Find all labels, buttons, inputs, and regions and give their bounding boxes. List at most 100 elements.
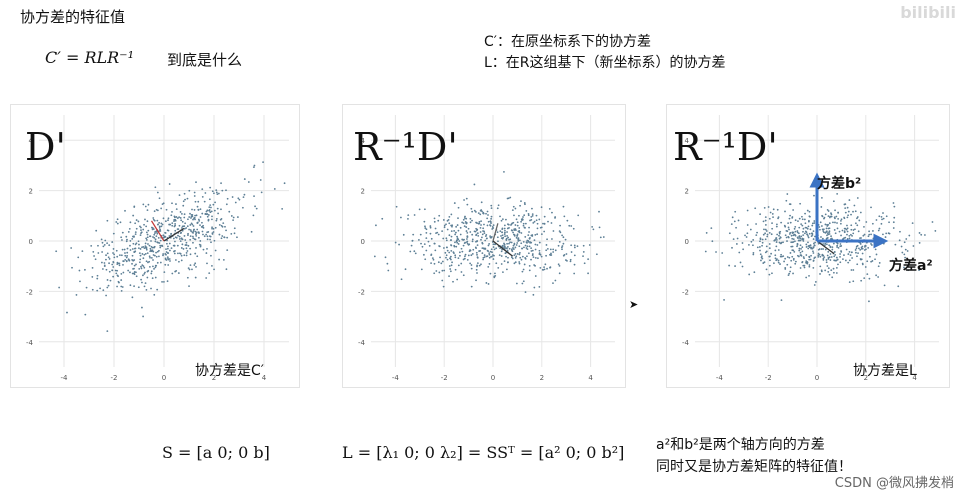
scatter-point [197,200,200,203]
scatter-point [131,248,134,250]
scatter-point [152,218,155,221]
scatter-point [480,224,482,226]
scatter-point [148,255,151,258]
scatter-point [827,270,830,273]
scatter-point [133,285,135,288]
axis-a-label: 方差a² [889,258,933,274]
scatter-point [738,251,741,254]
scatter-point [832,242,835,245]
scatter-point [108,258,111,260]
scatter-point [570,251,573,253]
scatter-panel-rotated: -4 4 -2 2 0 0 2 -2 4 -4 R⁻¹D' [342,104,626,388]
scatter-point [232,219,234,222]
scatter-point [847,253,850,255]
x-tick-label: 0 [491,374,495,382]
scatter-point [238,198,241,201]
scatter-point [513,254,516,257]
scatter-point [791,245,794,248]
scatter-point [158,255,160,258]
scatter-point [471,240,474,243]
scatter-point [140,278,143,281]
scatter-point [209,186,212,189]
scatter-point [146,209,149,212]
scatter-point [504,247,507,249]
scatter-point [444,251,447,254]
scatter-point [185,227,188,229]
scatter-point [91,276,94,278]
scatter-point [216,193,219,196]
scatter-point [804,222,807,225]
scatter-point [156,288,159,291]
scatter-point [513,234,516,236]
scatter-point [489,224,491,226]
scatter-point [503,260,506,263]
scatter-point [174,259,177,261]
scatter-point [557,244,560,247]
scatter-point [540,226,543,229]
scatter-point [808,258,811,261]
scatter-point [220,217,223,220]
scatter-point [819,221,822,224]
scatter-point [778,234,780,237]
scatter-point [832,271,835,274]
scatter-point [438,214,441,217]
scatter-point [514,246,517,249]
scatter-point [483,223,485,226]
scatter-point [152,265,154,268]
scatter-point [746,224,749,226]
scatter-point [231,196,234,198]
scatter-point [871,260,874,262]
scatter-point [150,270,153,273]
scatter-point [135,219,138,221]
scatter-point [868,230,871,233]
scatter-point [520,258,523,261]
scatter-point [514,261,517,264]
scatter-point [164,220,167,223]
scatter-point [158,197,161,200]
scatter-point [202,233,204,236]
scatter-point [741,242,744,244]
scatter-point [918,232,921,234]
scatter-point [494,243,497,246]
scatter-point [568,224,571,227]
scatter-point [116,255,119,258]
scatter-point [827,250,830,253]
scatter-point [252,214,255,217]
scatter-point [794,240,796,243]
scatter-point [780,221,783,224]
scatter-point [507,261,509,264]
scatter-point [178,235,181,238]
scatter-point [839,243,842,245]
scatter-point [106,219,109,222]
scatter-point [183,192,186,195]
scatter-point [514,228,516,230]
scatter-point [196,255,199,258]
scatter-point [420,268,423,271]
scatter-point [775,241,778,243]
scatter-point [860,246,863,249]
direction-vector [492,240,513,257]
scatter-point [188,228,190,231]
scatter-point [206,262,208,265]
scatter-point [142,257,145,260]
scatter-point [501,218,504,221]
scatter-point [463,257,466,260]
scatter-point [177,252,179,255]
scatter-point [588,244,591,246]
scatter-point [884,236,887,238]
scatter-point [899,230,901,233]
scatter-point [778,237,781,240]
scatter-point [859,248,862,251]
scatter-point [831,248,834,251]
scatter-point [441,260,444,263]
scatter-point [545,244,548,246]
scatter-point [481,210,483,213]
scatter-point [104,239,107,242]
scatter-point [768,231,771,234]
mouse-cursor-icon: ➤ [629,298,639,311]
scatter-point [552,230,555,232]
scatter-point [564,238,567,241]
scatter-point [475,227,478,230]
scatter-point [931,221,934,223]
scatter-point [498,254,501,257]
